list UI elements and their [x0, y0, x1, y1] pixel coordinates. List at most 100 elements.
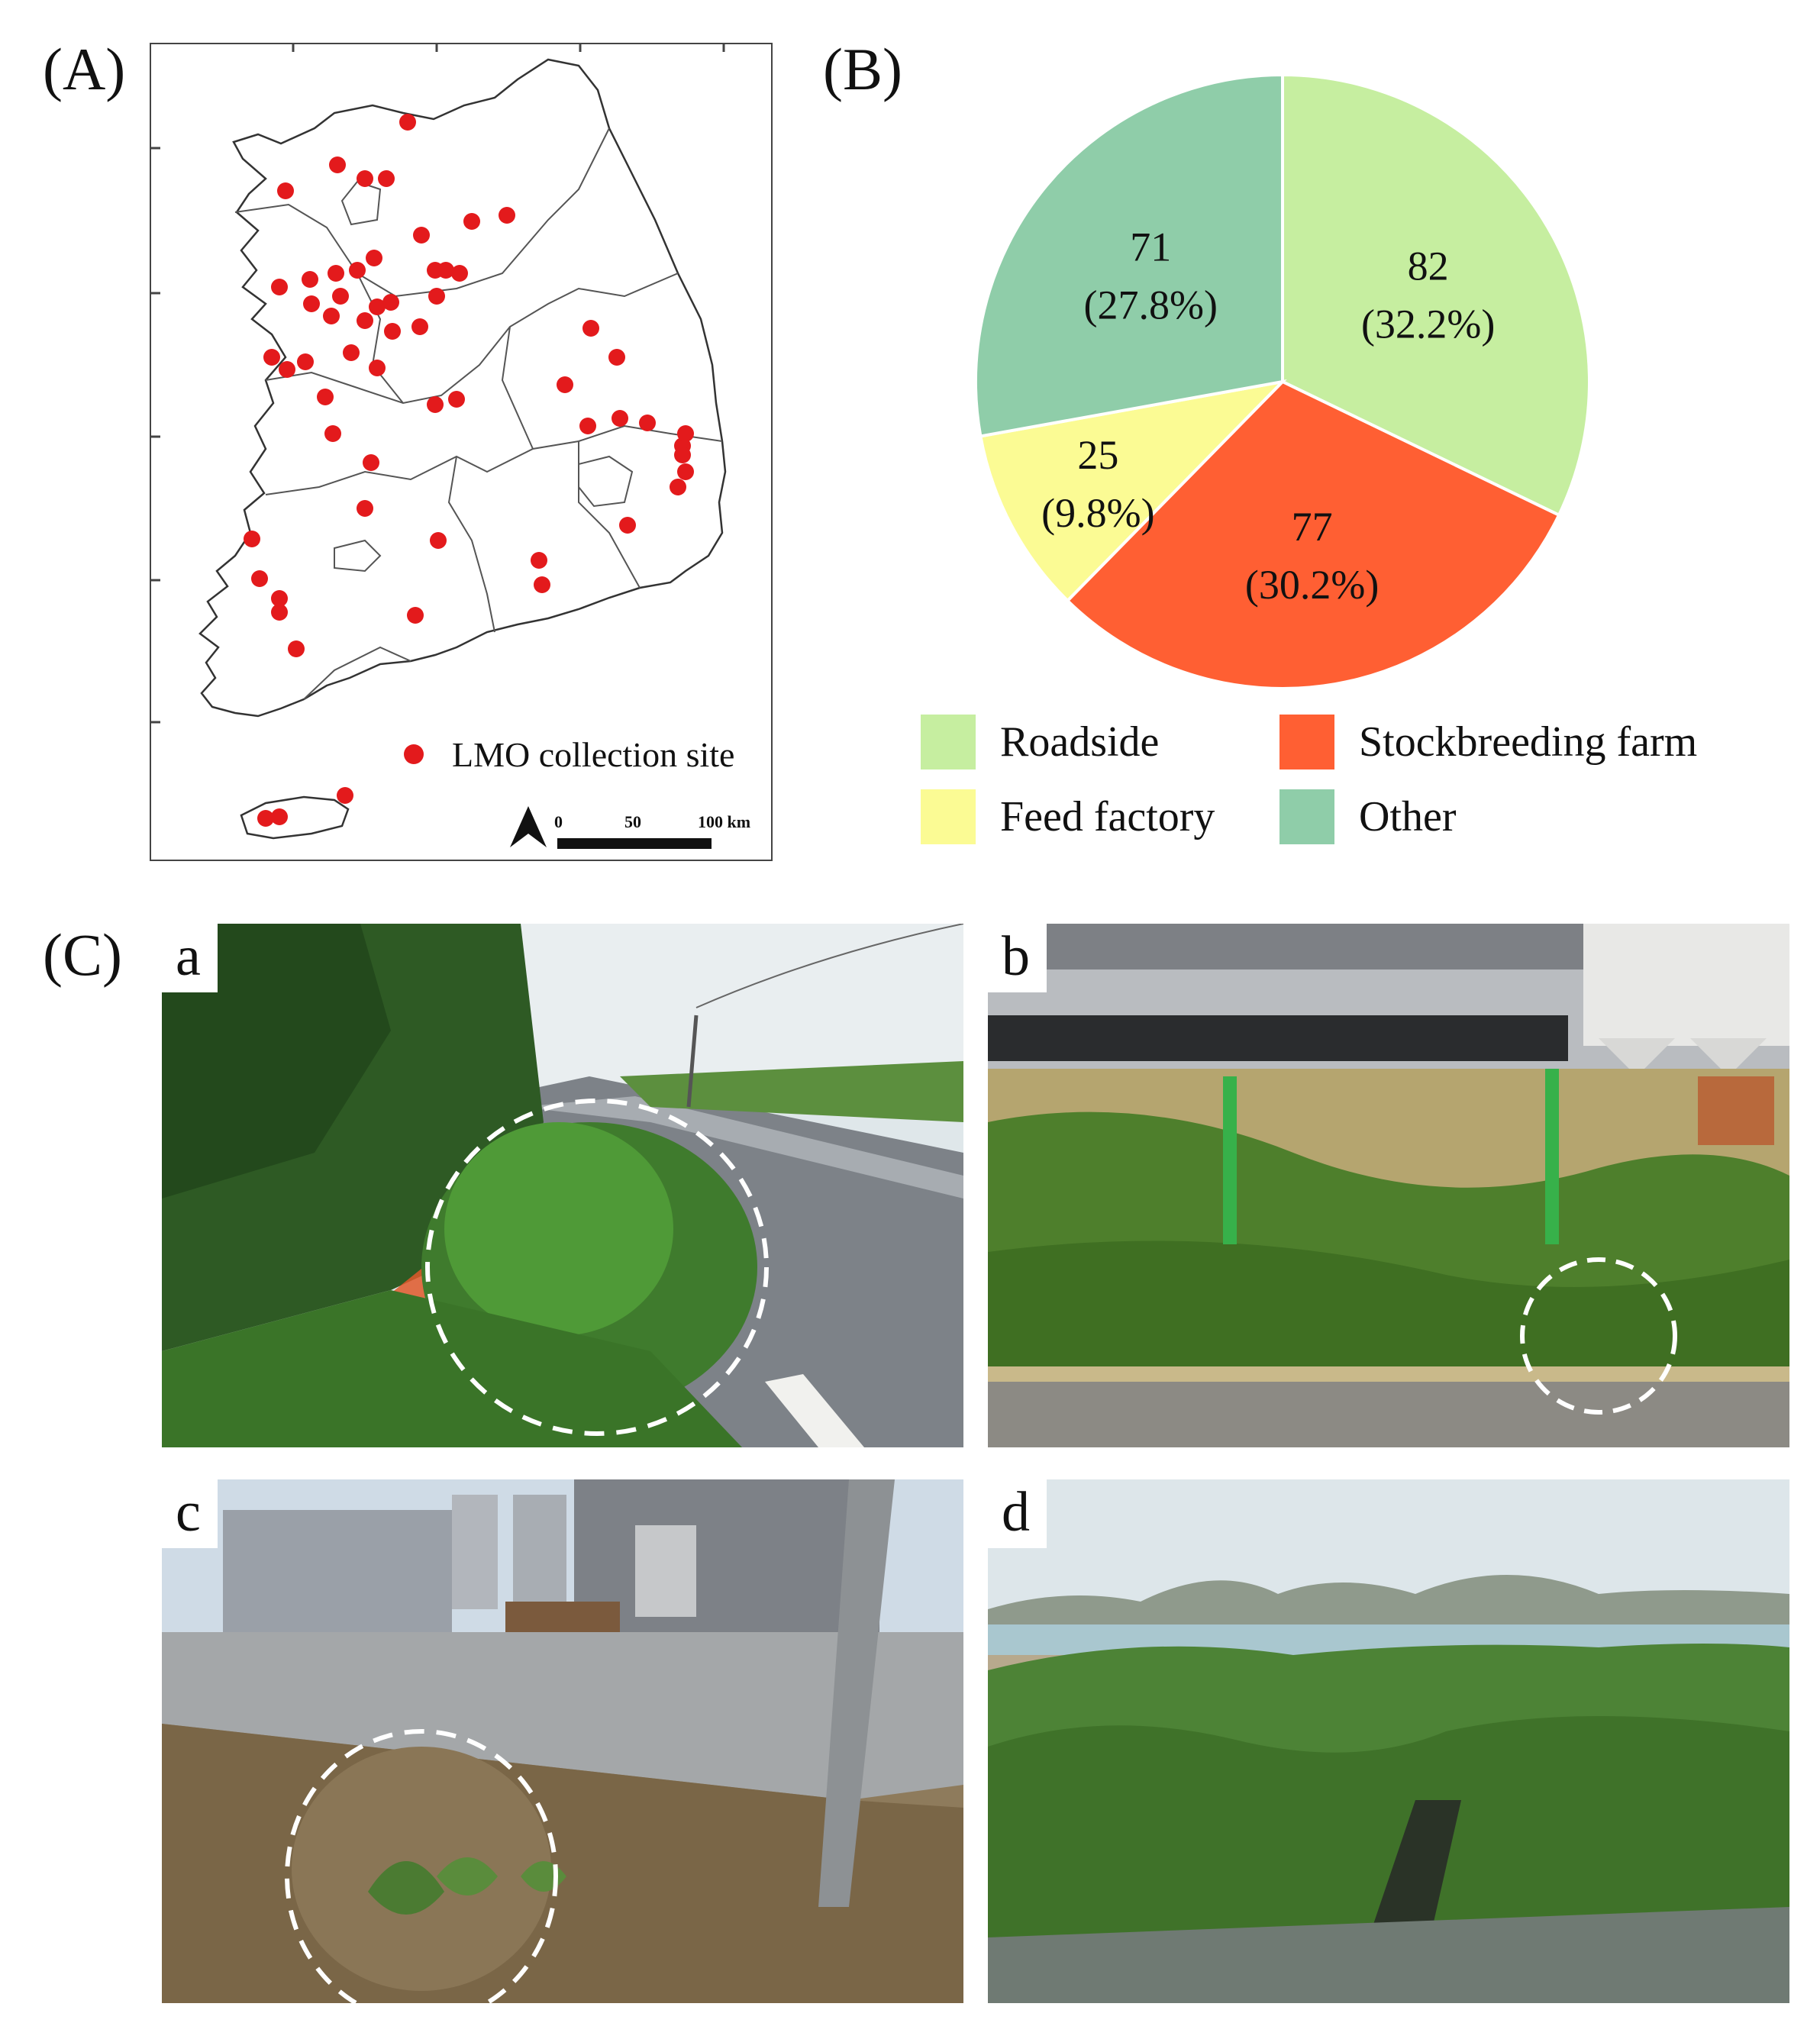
collection-site-marker — [411, 318, 428, 335]
panel-label-a: (A) — [43, 36, 126, 102]
pie-chart: 82 (32.2%) 77 (30.2%) 25 (9.8%) 71 (27.8%) — [974, 73, 1591, 690]
collection-site-marker — [244, 531, 260, 547]
legend-label-roadside: Roadside — [1000, 718, 1160, 766]
pie-label-value-3: 71 — [1130, 224, 1171, 270]
collection-site-marker — [677, 425, 694, 442]
collection-site-marker — [337, 787, 353, 804]
photo-b-farm: b — [988, 924, 1789, 1447]
legend-item-feed-factory: Feed factory — [921, 789, 1215, 844]
collection-site-marker — [378, 170, 395, 187]
collection-site-marker — [677, 463, 694, 480]
collection-site-marker — [297, 353, 314, 370]
collection-site-marker — [349, 262, 366, 279]
collection-site-marker — [608, 349, 625, 366]
pie-slice-other — [974, 73, 1284, 438]
legend-label-feed-factory: Feed factory — [1000, 793, 1215, 840]
collection-site-marker — [317, 389, 334, 405]
collection-site-marker — [534, 576, 550, 593]
collection-site-marker — [579, 418, 596, 434]
pie-label-percent-0: (32.2%) — [1361, 301, 1495, 347]
collection-site-marker — [279, 361, 295, 378]
photo-letter-d: d — [988, 1479, 1047, 1548]
roadside-scene — [162, 924, 963, 1447]
collection-site-marker — [399, 114, 416, 131]
collection-site-marker — [499, 207, 515, 224]
collection-site-marker — [369, 360, 386, 376]
photo-letter-c: c — [162, 1479, 218, 1548]
photo-letter-b: b — [988, 924, 1047, 992]
legend-label-other: Other — [1359, 793, 1457, 840]
panel-label-b: (B) — [823, 36, 902, 102]
collection-site-marker — [357, 500, 373, 517]
collection-site-marker — [382, 294, 399, 311]
legend-item-stockbreeding: Stockbreeding farm — [1279, 715, 1697, 769]
collection-site-marker — [366, 250, 382, 266]
collection-site-marker — [363, 454, 379, 471]
legend-swatch-other — [1279, 789, 1334, 844]
collection-site-marker — [670, 479, 686, 495]
collection-site-marker — [612, 410, 628, 427]
collection-site-marker — [329, 156, 346, 173]
farm-scene — [988, 924, 1789, 1447]
collection-site-marker — [437, 262, 454, 279]
pie-slice-roadside — [1281, 73, 1591, 518]
collection-site-marker — [463, 213, 480, 230]
legend-item-roadside: Roadside — [921, 715, 1159, 769]
pie-label-percent-2: (9.8%) — [1041, 490, 1154, 536]
collection-site-marker — [674, 447, 691, 463]
legend-item-other: Other — [1279, 789, 1457, 844]
jeju-island — [240, 795, 350, 840]
pie-label-value-1: 77 — [1292, 504, 1333, 550]
collection-site-marker — [343, 344, 360, 361]
collection-site-marker — [271, 279, 288, 295]
map-frame-ticks — [151, 44, 725, 724]
collection-site-marker — [357, 170, 373, 187]
scale-tick-100: 100 km — [698, 812, 750, 831]
collection-site-marker — [413, 227, 430, 244]
collection-site-marker — [271, 808, 288, 825]
collection-site-marker — [263, 349, 280, 366]
collection-site-marker — [271, 590, 288, 607]
map-canvas: LMO collection site 0 50 100 km — [151, 44, 750, 849]
collection-site-marker — [639, 415, 656, 431]
collection-site-marker — [271, 604, 288, 621]
collection-site-marker — [277, 182, 294, 199]
collection-site-marker — [531, 552, 547, 569]
scale-tick-50: 50 — [624, 812, 641, 831]
field-scene — [988, 1479, 1789, 2003]
collection-site-marker — [557, 376, 573, 393]
collection-site-marker — [451, 265, 468, 282]
collection-site-marker — [407, 607, 424, 624]
collection-site-marker — [427, 396, 444, 413]
collection-site-marker — [257, 810, 274, 827]
legend-marker-icon — [404, 744, 424, 764]
collection-site-marker — [328, 265, 344, 282]
collection-site-marker — [303, 295, 320, 312]
legend-label-stockbreeding: Stockbreeding farm — [1359, 718, 1698, 766]
collection-site-marker — [288, 640, 305, 657]
collection-site-marker — [428, 288, 445, 305]
pie-label-percent-3: (27.8%) — [1084, 282, 1218, 328]
collection-site-marker — [582, 320, 599, 337]
photo-c-factory: c — [162, 1479, 963, 2003]
mainland-outline — [198, 58, 727, 718]
collection-site-marker — [324, 425, 341, 442]
photo-letter-a: a — [162, 924, 218, 992]
legend-swatch-roadside — [921, 715, 976, 769]
collection-site-marker — [302, 271, 318, 288]
collection-site-marker — [369, 298, 386, 315]
map-legend-label: LMO collection site — [452, 735, 734, 774]
collection-site-marker — [357, 312, 373, 329]
collection-site-marker — [448, 391, 465, 408]
pie-slice-feed-factory — [979, 379, 1287, 603]
pie-label-value-0: 82 — [1408, 243, 1449, 289]
pie-label-value-2: 25 — [1077, 432, 1118, 478]
province-borders — [234, 127, 723, 700]
collection-site-marker — [619, 517, 636, 534]
pie-slices — [974, 73, 1591, 690]
collection-site-marker — [384, 323, 401, 340]
collection-site-marker — [251, 570, 268, 587]
photo-a-roadside: a — [162, 924, 963, 1447]
pie-slice-stockbreeding-farm — [1065, 379, 1561, 690]
panel-label-c: (C) — [43, 921, 122, 988]
